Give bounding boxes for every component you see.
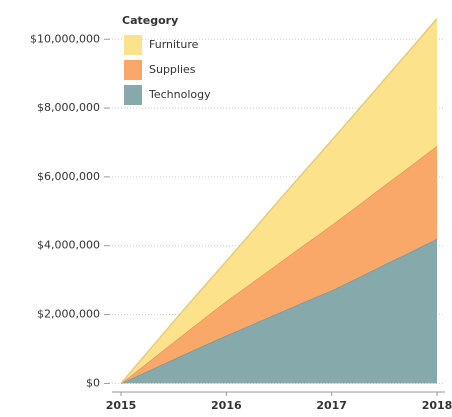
legend: Category Furniture Supplies Technology bbox=[122, 14, 211, 105]
legend-label: Furniture bbox=[149, 38, 199, 51]
x-tick-label: 2016 bbox=[211, 399, 242, 412]
legend-swatch bbox=[124, 85, 142, 105]
legend-title: Category bbox=[122, 14, 178, 27]
x-tick-label: 2018 bbox=[422, 399, 452, 412]
y-tick-label: $8,000,000 bbox=[37, 101, 100, 114]
area-edge bbox=[120, 145, 438, 384]
legend-swatch bbox=[124, 60, 142, 80]
y-tick-label: $0 bbox=[86, 376, 100, 389]
legend-label: Supplies bbox=[149, 63, 196, 76]
x-tick-label: 2017 bbox=[316, 399, 347, 412]
y-tick-label: $6,000,000 bbox=[37, 170, 100, 183]
x-tick-label: 2015 bbox=[106, 399, 137, 412]
area-edge bbox=[120, 18, 438, 384]
y-tick-label: $10,000,000 bbox=[30, 32, 100, 45]
y-tick-label: $2,000,000 bbox=[37, 308, 100, 321]
y-tick-label: $4,000,000 bbox=[37, 239, 100, 252]
area bbox=[121, 145, 437, 384]
legend-swatch bbox=[124, 35, 142, 55]
legend-label: Technology bbox=[148, 88, 211, 101]
